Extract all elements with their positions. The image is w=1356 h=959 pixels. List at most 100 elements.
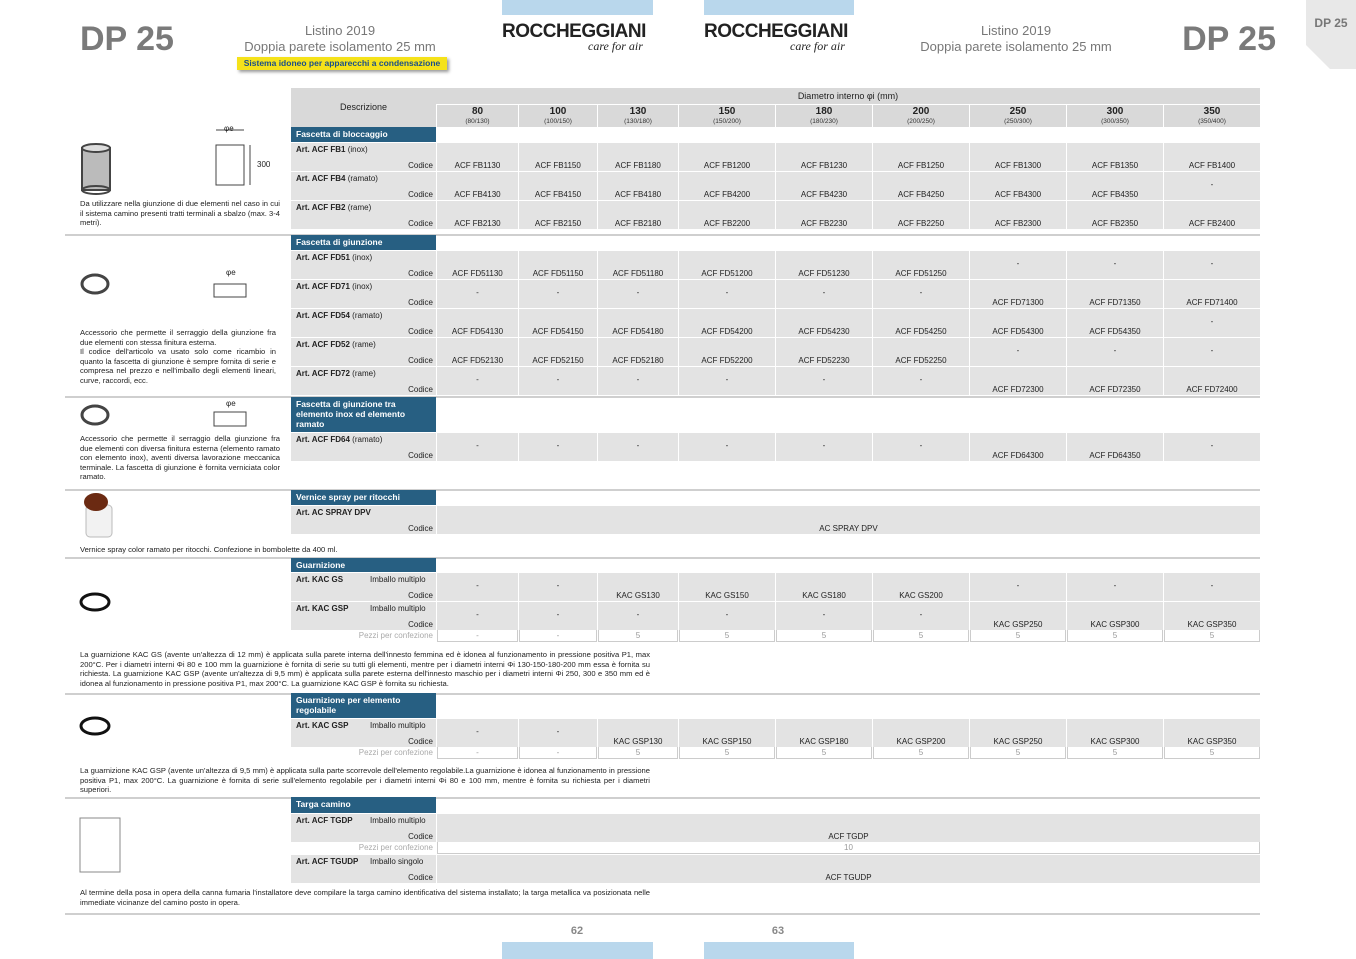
- code: ACF TGDP: [828, 832, 869, 841]
- section-title: Fascetta di giunzione tra elemento inox …: [291, 397, 436, 432]
- code-cell: [1067, 573, 1163, 601]
- code-cell: [776, 338, 872, 366]
- code: ACF FB1180: [615, 161, 661, 170]
- code: KAC GSP250: [993, 620, 1043, 629]
- col-sub: (200/250): [907, 118, 935, 125]
- code-cell: [873, 280, 969, 308]
- code: -: [919, 375, 923, 384]
- row-desc-cell: [291, 855, 436, 883]
- code: ACF FB2200: [703, 219, 751, 228]
- code: KAC GS180: [802, 591, 846, 600]
- code: ACF TGUDP: [825, 873, 872, 882]
- code: -: [1113, 346, 1117, 355]
- col-head-cell: [519, 105, 597, 127]
- code-label: Codice: [408, 190, 433, 199]
- code: ACF FB4250: [897, 190, 945, 199]
- code-cell: [970, 309, 1066, 337]
- code-cell: [437, 602, 518, 630]
- col-diameter: 80: [471, 106, 484, 117]
- note-paragraph: La guarnizione KAC GSP (avente un'altezz…: [80, 766, 650, 795]
- code-cell: [679, 201, 775, 229]
- code: ACF FB4300: [994, 190, 1042, 199]
- code-cell: [598, 280, 678, 308]
- section-note: Accessorio che permette il serraggio del…: [80, 434, 280, 482]
- code-cell: [970, 719, 1066, 747]
- code: -: [1016, 259, 1020, 268]
- code-cell: [519, 719, 597, 747]
- col-diameter: 180: [815, 106, 833, 117]
- art-label: Art. AC SPRAY DPV: [296, 508, 371, 517]
- code-label: Codice: [408, 298, 433, 307]
- code: -: [476, 581, 479, 590]
- section-title: Targa camino: [291, 797, 436, 813]
- code: ACF FD54200: [701, 327, 753, 336]
- art-label: Art. KAC GSP: [296, 721, 348, 730]
- code-cell: [519, 172, 597, 200]
- code-cell: [873, 251, 969, 279]
- col-sub: (250/300): [1004, 118, 1032, 125]
- pack-label: Imballo multiplo: [370, 604, 426, 613]
- code-cell: [1067, 280, 1163, 308]
- code: -: [919, 610, 923, 619]
- code-cell: [598, 367, 678, 395]
- art-code: Art. ACF TGUDP: [296, 857, 359, 866]
- dimension-label: 300: [257, 160, 271, 169]
- pieces-value: 10: [437, 842, 1260, 854]
- note-paragraph: Accessorio che permette il serraggio del…: [80, 328, 276, 347]
- code: ACF FB2250: [897, 219, 945, 228]
- code: KAC GSP300: [1090, 737, 1140, 746]
- pieces-value: 5: [598, 630, 678, 642]
- page-number: 63: [771, 925, 785, 937]
- code-cell: [437, 309, 518, 337]
- code: ACF FD72400: [1186, 385, 1238, 394]
- code-cell: [1164, 201, 1260, 229]
- logo: ROCCHEGGIANI: [502, 21, 646, 42]
- code: ACF FB2300: [994, 219, 1042, 228]
- logo-tag: care for air: [588, 39, 643, 53]
- code-cell: [437, 280, 518, 308]
- pieces-label: Pezzi per confezione: [358, 748, 433, 757]
- code-cell: [598, 433, 678, 461]
- code: ACF FD72350: [1089, 385, 1141, 394]
- code: -: [919, 288, 923, 297]
- listino: Listino 2019: [980, 23, 1052, 38]
- code-cell: [598, 251, 678, 279]
- code: ACF FD54130: [451, 327, 504, 336]
- code-cell: [970, 143, 1066, 171]
- code-cell: [519, 338, 597, 366]
- code-cell: [776, 172, 872, 200]
- code-cell: [679, 719, 775, 747]
- row-desc-cell: [291, 367, 436, 395]
- code-cell: [679, 433, 775, 461]
- row-desc-cell: [291, 573, 436, 601]
- code-cell: [776, 602, 872, 630]
- code-cell: [776, 719, 872, 747]
- code: -: [476, 727, 479, 736]
- code-cell: [1067, 602, 1163, 630]
- art-label: Art. ACF FD54 (ramato): [296, 311, 382, 320]
- code: ACF FD54230: [798, 327, 850, 336]
- col-head-cell: [437, 105, 518, 127]
- art-label: Art. ACF FD52 (rame): [296, 340, 376, 349]
- pieces-value: 5: [1067, 630, 1163, 642]
- code-cell: [679, 573, 775, 601]
- code: ACF FD54300: [992, 327, 1044, 336]
- code: ACF FB2350: [1091, 219, 1139, 228]
- separator: [65, 797, 1260, 799]
- note-paragraph: Il codice dell'articolo va usato solo co…: [80, 347, 276, 385]
- page-code: DP 25: [80, 20, 174, 58]
- subtitle: Doppia parete isolamento 25 mm: [920, 39, 1112, 54]
- art-code: Art. ACF FD52: [296, 340, 350, 349]
- art-code: Art. KAC GSP: [296, 604, 349, 613]
- code: ACF FB2150: [534, 219, 582, 228]
- art-spec: (ramato): [352, 311, 383, 320]
- code-cell: [970, 602, 1066, 630]
- art-label: Art. ACF TGUDP: [296, 857, 358, 866]
- code: ACF FB1350: [1091, 161, 1139, 170]
- row-desc-cell: [291, 338, 436, 366]
- code: KAC GSP200: [896, 737, 946, 746]
- art-code: Art. ACF FD71: [296, 282, 350, 291]
- code-cell: [776, 433, 872, 461]
- art-label: Art. KAC GSP: [296, 604, 348, 613]
